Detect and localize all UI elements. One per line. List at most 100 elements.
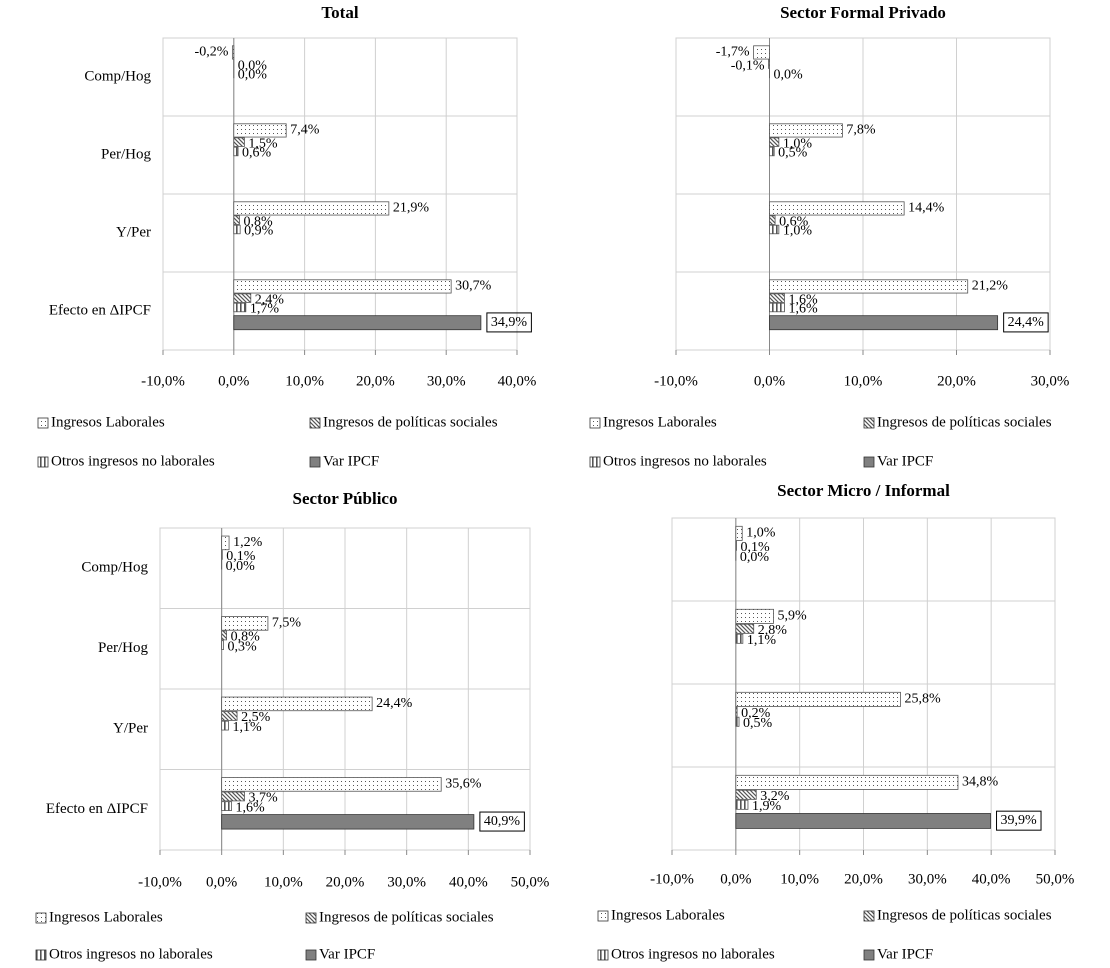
value-label: 34,8% [962, 775, 999, 790]
legend-swatch [35, 949, 47, 961]
legend-label: Otros ingresos no laborales [611, 946, 775, 962]
y-tick-label: Y/Per [113, 721, 148, 737]
x-tick-label: 30,0% [387, 874, 426, 890]
value-label: 21,9% [393, 201, 430, 216]
y-tick-label: Comp/Hog [84, 68, 151, 84]
bar [221, 616, 269, 631]
bar [735, 813, 991, 829]
y-tick-label: Per/Hog [98, 640, 148, 656]
legend-swatch [863, 949, 875, 961]
value-label: 0,8% [243, 214, 272, 229]
bar [769, 279, 969, 294]
bar [221, 696, 373, 712]
value-label: 1,7% [250, 302, 280, 317]
bar [735, 799, 749, 810]
legend-swatch [309, 456, 321, 468]
value-label: 0,3% [228, 639, 258, 654]
x-tick-label: -10,0% [138, 874, 182, 890]
legend-label: Otros ingresos no laborales [49, 946, 213, 962]
value-label-box [1003, 312, 1049, 333]
value-label: 1,6% [788, 302, 818, 317]
value-label: 2,8% [758, 623, 788, 638]
bar [735, 623, 755, 634]
bar [769, 315, 999, 331]
bar [735, 774, 959, 790]
bar [735, 716, 740, 727]
bar [769, 123, 843, 138]
x-tick-label: -10,0% [654, 373, 698, 389]
bar [233, 215, 240, 225]
x-tick-label: 40,0% [449, 874, 488, 890]
bar [221, 640, 224, 650]
legend-label: Ingresos de políticas sociales [323, 414, 498, 430]
bar [233, 279, 452, 294]
chart-title: Sector Micro / Informal [777, 481, 950, 500]
legend-swatch [589, 456, 601, 468]
value-label: 34,9% [491, 315, 527, 330]
legend-swatch [309, 417, 321, 429]
value-label: 25,8% [905, 692, 942, 707]
legend-swatch [37, 456, 49, 468]
chart-title: Sector Público [293, 489, 398, 508]
bar [221, 814, 475, 830]
bar [233, 137, 245, 147]
value-label: 21,2% [972, 279, 1009, 294]
value-label: 7,4% [290, 123, 320, 138]
legend-swatch [597, 910, 609, 922]
value-label: 2,4% [255, 292, 284, 307]
value-label-box [486, 312, 532, 333]
legend-swatch [863, 417, 875, 429]
value-label: 1,6% [788, 292, 818, 307]
value-label: 0,1% [226, 549, 256, 564]
value-label-box [996, 810, 1042, 831]
value-label: 1,2% [233, 535, 262, 550]
bar [735, 525, 743, 541]
value-label: 0,5% [743, 716, 773, 731]
legend-label: Var IPCF [877, 453, 933, 469]
legend-swatch [35, 912, 47, 924]
chart-title: Sector Formal Privado [780, 3, 946, 22]
value-label-box [479, 811, 525, 832]
bar [221, 630, 228, 641]
x-tick-label: 0,0% [206, 874, 237, 890]
bar [735, 633, 744, 644]
y-tick-label: Per/Hog [101, 146, 151, 162]
legend-label: Otros ingresos no laborales [603, 453, 767, 469]
value-label: 2,5% [241, 710, 270, 725]
value-label: 0,6% [779, 214, 809, 229]
bar [769, 137, 780, 147]
value-label: 0,0% [238, 68, 267, 83]
value-label: 5,9% [777, 609, 807, 624]
value-label: 1,1% [747, 633, 777, 648]
bar [233, 315, 482, 331]
value-label: 1,0% [783, 224, 813, 239]
bar [221, 720, 229, 731]
legend-label: Var IPCF [319, 946, 375, 962]
value-label: 24,4% [376, 696, 413, 711]
legend-swatch [305, 949, 317, 961]
x-tick-label: 0,0% [218, 373, 249, 389]
value-label: -0,1% [731, 58, 765, 73]
x-tick-label: -10,0% [650, 871, 694, 887]
bar [769, 201, 905, 216]
value-label: 0,0% [774, 68, 804, 83]
value-label: 30,7% [455, 279, 492, 294]
value-label: 1,6% [236, 800, 265, 815]
y-tick-label: Efecto en ΔIPCF [49, 302, 151, 318]
value-label: 1,9% [752, 799, 782, 814]
x-tick-label: 20,0% [937, 373, 976, 389]
bar [769, 215, 776, 225]
x-tick-label: 30,0% [908, 871, 947, 887]
value-label: 0,6% [242, 146, 272, 161]
x-tick-label: 40,0% [498, 373, 537, 389]
value-label: 1,0% [783, 136, 813, 151]
legend-label: Ingresos de políticas sociales [319, 909, 494, 925]
x-tick-label: 20,0% [326, 874, 365, 890]
bar [735, 691, 901, 707]
value-label: 0,8% [231, 630, 261, 645]
x-tick-label: 50,0% [1036, 871, 1075, 887]
bar [769, 224, 780, 235]
value-label: 39,9% [1001, 813, 1038, 828]
bar [231, 45, 235, 60]
legend-swatch [597, 949, 609, 961]
